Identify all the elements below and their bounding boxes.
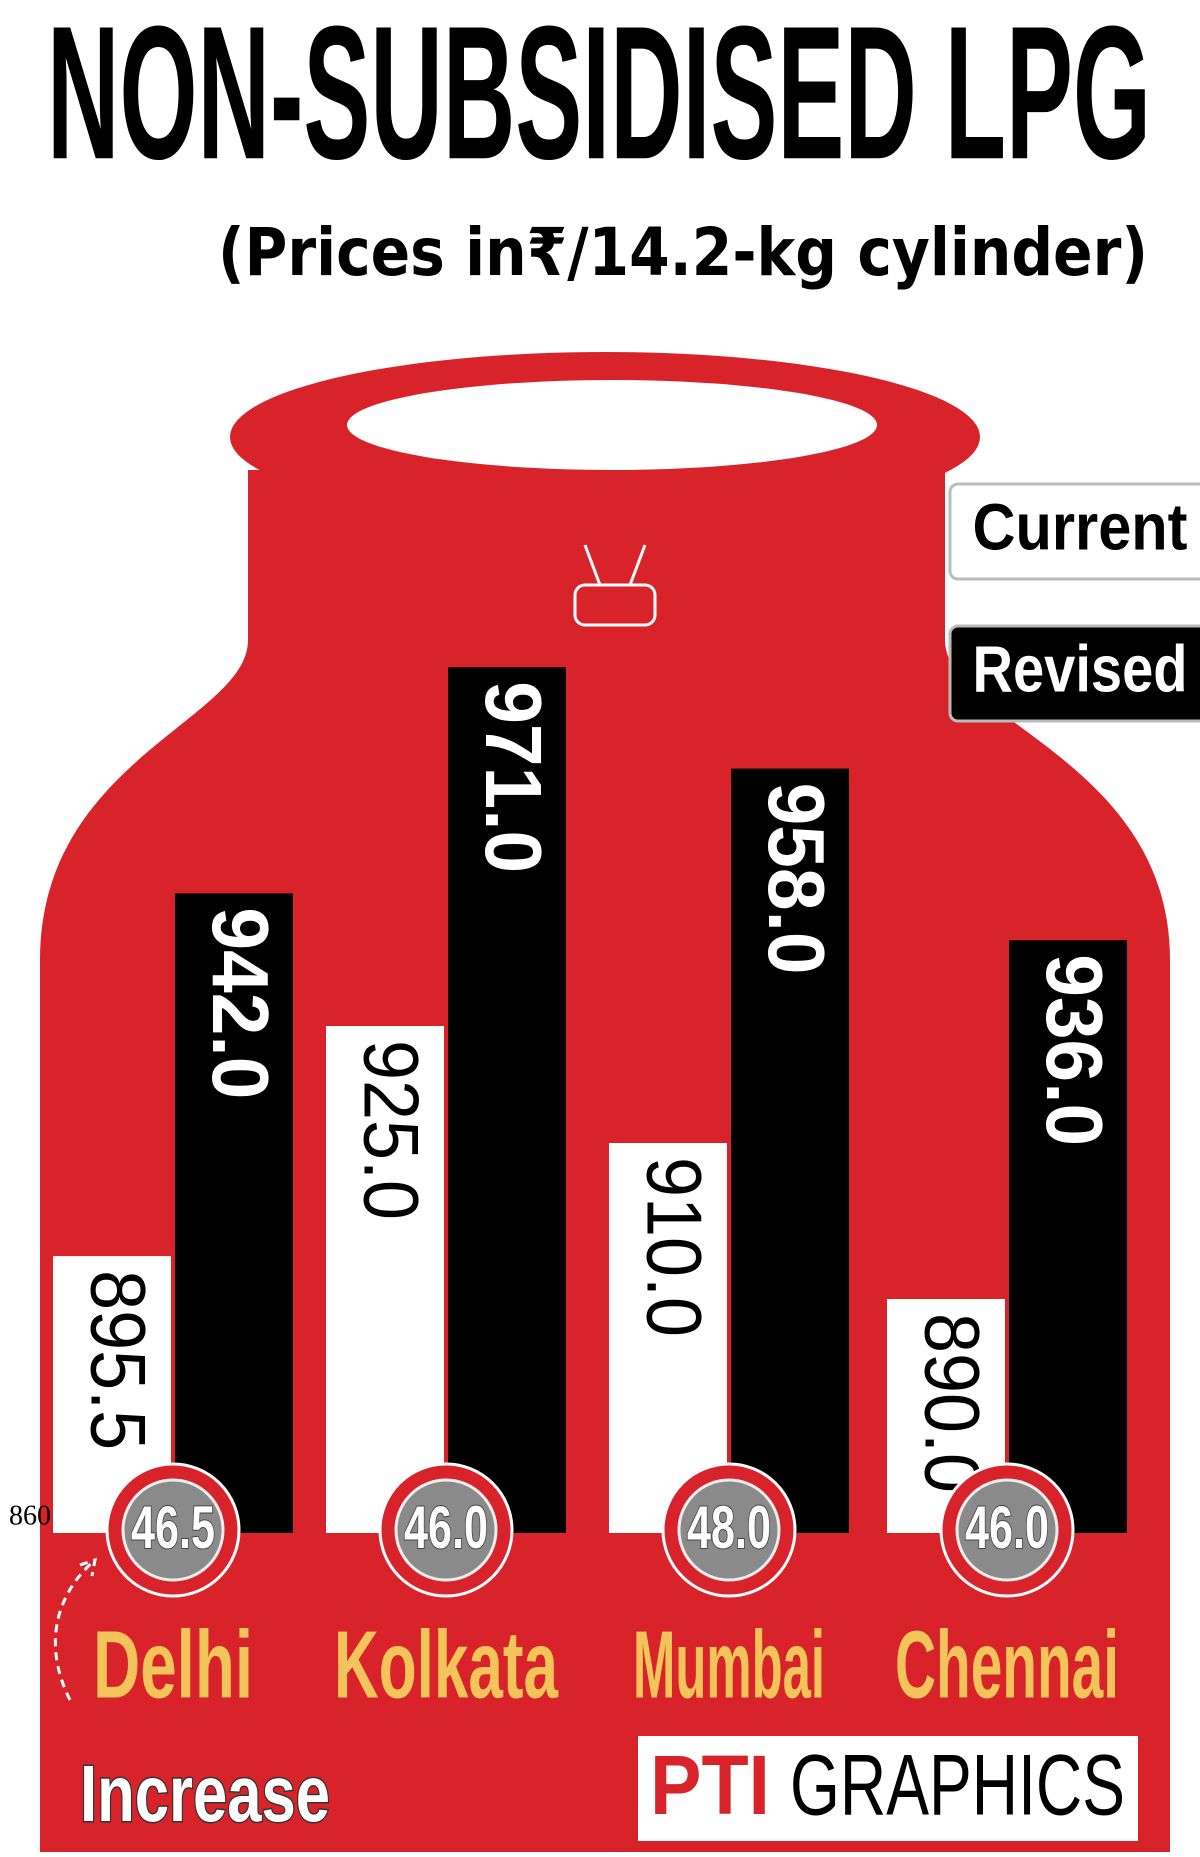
chart-subtitle: (Prices in₹/14.2-kg cylinder) (218, 214, 1148, 291)
increase-arrow (53, 1557, 97, 1701)
bar (326, 1026, 444, 1533)
increase-label: 46.0 (404, 1494, 488, 1561)
value-label: 936.0 (1030, 954, 1119, 1146)
chart-title: NON-SUBSIDISED LPG (47, 0, 1151, 199)
credit-text: GRAPHICS (790, 1738, 1125, 1834)
value-label: 890.0 (908, 1313, 996, 1493)
cylinder-handle-hole (347, 380, 877, 470)
x-tick-label: Delhi (93, 1611, 253, 1718)
increase-mark (394, 1478, 498, 1582)
y-tick-label: 860 (9, 1500, 51, 1531)
increase-label: Increase (80, 1749, 330, 1838)
x-tick-label: Kolkata (334, 1611, 558, 1718)
bar (731, 768, 849, 1533)
credit-box (638, 1736, 1138, 1841)
value-label: 958.0 (752, 783, 841, 975)
x-tick-label: Chennai (895, 1611, 1119, 1718)
increase-label: 46.5 (131, 1494, 215, 1561)
increase-mark (955, 1478, 1059, 1582)
legend-box-revised (948, 624, 1200, 723)
increase-mark (121, 1478, 225, 1582)
value-label: 910.0 (630, 1157, 718, 1337)
increase-label: 46.0 (965, 1494, 1049, 1561)
credit-logo: PTI (650, 1738, 770, 1832)
value-label: 895.5 (74, 1270, 162, 1450)
value-label: 925.0 (347, 1040, 435, 1220)
bar (175, 893, 293, 1533)
legend-label: Current (973, 489, 1188, 563)
bar (1009, 940, 1127, 1533)
legend-box-current (948, 482, 1200, 581)
legend-label: Revised (973, 631, 1188, 705)
bar (448, 667, 566, 1533)
increase-label: 48.0 (687, 1494, 771, 1561)
value-label: 971.0 (469, 681, 558, 873)
cylinder-valve (573, 583, 657, 627)
valve-stem (583, 544, 647, 586)
increase-mark (677, 1478, 781, 1582)
x-tick-label: Mumbai (633, 1611, 825, 1718)
value-label: 942.0 (196, 907, 285, 1099)
